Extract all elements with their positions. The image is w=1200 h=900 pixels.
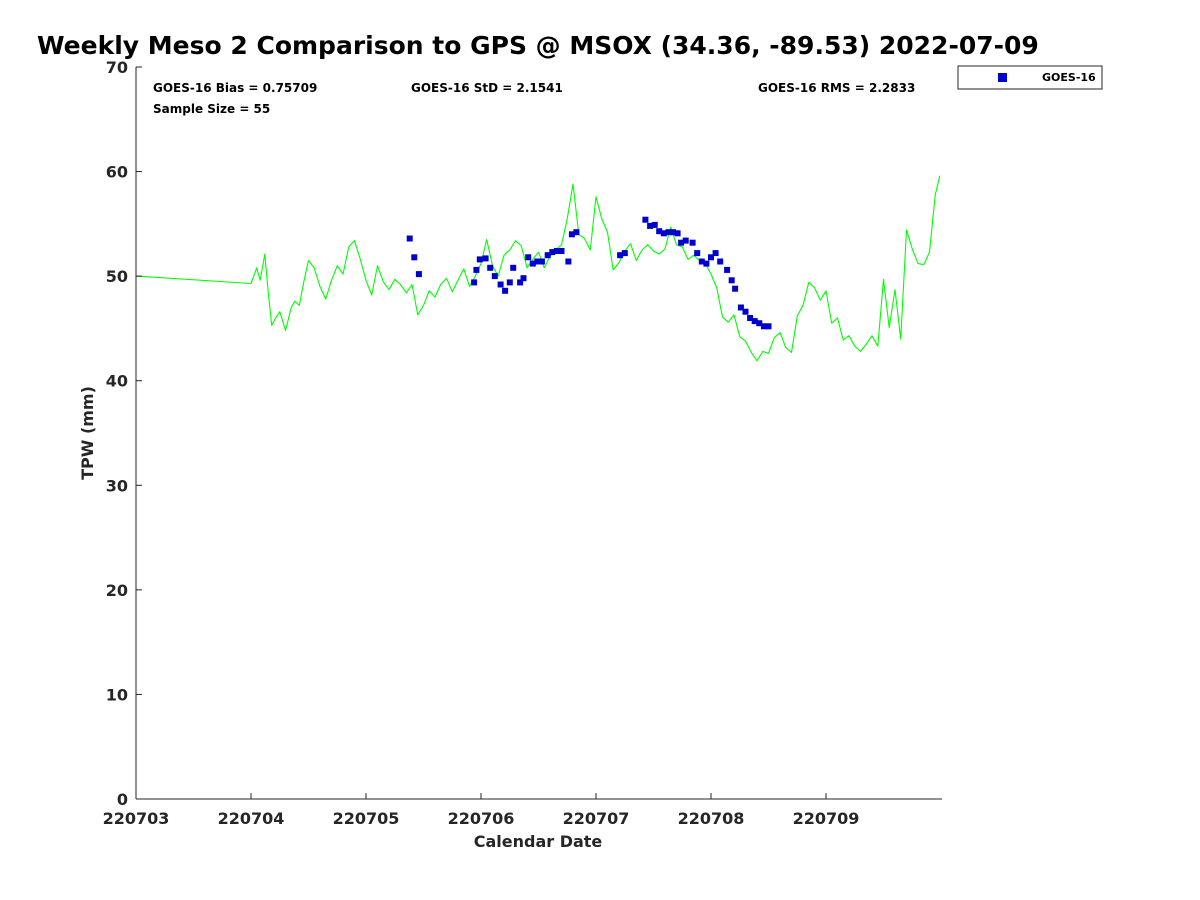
gps-series [135, 175, 941, 362]
goes16-point [617, 252, 624, 259]
x-tick-label: 220709 [793, 809, 860, 828]
goes16-point [712, 250, 719, 257]
goes16-point [568, 231, 575, 238]
goes16-point [651, 221, 658, 228]
goes16-point [689, 239, 696, 246]
y-axis-ticks: 0 10 20 30 40 50 60 70 [106, 58, 142, 809]
x-tick-label: 220704 [218, 809, 285, 828]
goes16-point [665, 229, 672, 236]
goes16-point [473, 266, 480, 273]
goes16-point [674, 230, 681, 237]
goes16-series [406, 216, 772, 330]
goes16-point [525, 254, 532, 261]
goes16-point [678, 239, 685, 246]
stat-bias: GOES-16 Bias = 0.75709 [153, 81, 317, 95]
goes16-point [482, 255, 489, 262]
goes16-point [415, 271, 422, 278]
goes16-point [510, 264, 517, 271]
goes16-point [703, 260, 710, 267]
gps-line [135, 175, 941, 362]
goes16-point [502, 287, 509, 294]
goes16-point [708, 254, 714, 261]
goes16-point [538, 258, 545, 265]
goes16-point [728, 277, 735, 284]
goes16-point [529, 260, 536, 267]
plot-area [136, 67, 942, 799]
y-tick-label: 40 [106, 372, 128, 391]
goes16-point [520, 275, 527, 282]
y-tick-label: 70 [106, 58, 128, 77]
goes16-point [765, 323, 772, 330]
x-tick-label: 220707 [563, 809, 630, 828]
goes16-point [534, 258, 541, 265]
goes16-point [717, 258, 724, 265]
y-tick-label: 0 [117, 790, 128, 809]
goes16-point [737, 304, 744, 311]
goes16-point [747, 315, 754, 321]
stat-sample-size: Sample Size = 55 [153, 102, 270, 116]
stat-std: GOES-16 StD = 2.1541 [411, 81, 563, 95]
goes16-point [487, 264, 494, 271]
y-tick-label: 10 [106, 685, 128, 704]
goes16-point [553, 248, 560, 254]
legend: GOES-16 [957, 65, 1103, 90]
x-tick-label: 220708 [678, 809, 745, 828]
legend-box [957, 65, 1103, 90]
goes16-point [760, 323, 767, 330]
goes16-point [573, 229, 580, 236]
x-tick-label: 220706 [448, 809, 515, 828]
goes16-point [565, 258, 572, 265]
goes16-point [756, 320, 763, 327]
goes16-point [497, 281, 504, 288]
goes16-point [406, 235, 413, 242]
legend-marker-goes16 [998, 73, 1007, 82]
goes16-point [647, 222, 654, 229]
goes16-point [660, 230, 667, 237]
goes16-point [694, 250, 701, 257]
goes16-point [517, 279, 524, 286]
y-tick-label: 50 [106, 267, 128, 286]
goes16-point [642, 216, 649, 223]
y-tick-label: 60 [106, 163, 128, 182]
x-tick-label: 220703 [103, 809, 170, 828]
goes16-point [549, 249, 556, 256]
goes16-point [491, 273, 498, 280]
goes16-point [742, 308, 749, 315]
goes16-point [670, 229, 677, 236]
goes16-point [471, 279, 478, 286]
goes16-point [544, 252, 551, 259]
goes16-point [698, 258, 705, 265]
goes16-point [621, 250, 628, 257]
y-tick-label: 20 [106, 581, 128, 600]
goes16-point [724, 266, 731, 273]
chart-title: Weekly Meso 2 Comparison to GPS @ MSOX (… [37, 31, 1039, 60]
goes16-point [656, 228, 663, 235]
goes16-point [732, 285, 739, 292]
y-axis-label: TPW (mm) [78, 386, 97, 480]
y-tick-label: 30 [106, 476, 128, 495]
legend-label-goes16: GOES-16 [1042, 71, 1096, 84]
goes16-point [558, 248, 565, 254]
stat-rms: GOES-16 RMS = 2.2833 [758, 81, 915, 95]
goes16-point [682, 237, 689, 244]
goes16-point [506, 279, 513, 286]
x-axis-ticks: 220703 220704 220705 220706 220707 220708 2207… [103, 793, 860, 828]
goes16-point [411, 254, 418, 261]
x-axis-label: Calendar Date [474, 832, 603, 851]
x-tick-label: 220705 [333, 809, 400, 828]
goes16-point [476, 256, 483, 263]
goes16-point [751, 318, 758, 325]
